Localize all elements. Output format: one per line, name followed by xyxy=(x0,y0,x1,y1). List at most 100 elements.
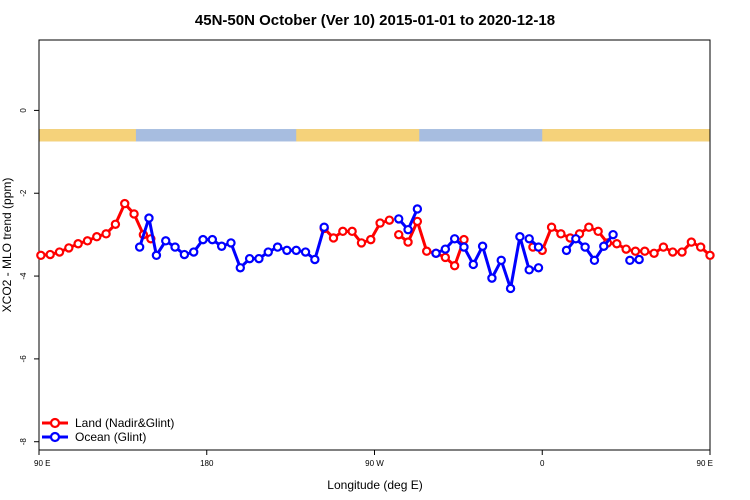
series-1-point-17 xyxy=(291,245,301,256)
series-0-point-43 xyxy=(658,242,669,252)
series-0-point-18 xyxy=(366,234,376,245)
y-tick-label-2: -4 xyxy=(19,272,28,280)
series-1-point-12 xyxy=(244,253,255,264)
series-1-point-34 xyxy=(524,265,534,275)
series-1 xyxy=(134,204,644,294)
series-1-point-25 xyxy=(440,244,451,254)
series-0-point-19 xyxy=(375,218,385,228)
series-0-point-22 xyxy=(403,237,413,247)
series-1-point-11 xyxy=(235,263,245,273)
series-1-point-36 xyxy=(524,234,534,244)
series-0-point-14 xyxy=(328,233,339,243)
series-1-point-45 xyxy=(634,254,644,265)
series-1-point-44 xyxy=(625,255,635,266)
series-1-point-22 xyxy=(403,224,413,235)
series-0-point-38 xyxy=(612,239,622,249)
series-1-point-29 xyxy=(477,241,488,251)
series-0-point-27 xyxy=(449,261,460,271)
series-1-point-15 xyxy=(272,242,283,252)
series-1-point-39 xyxy=(571,234,581,244)
series-1-point-1 xyxy=(144,213,154,223)
surface-band-land-1 xyxy=(296,129,420,142)
series-0-point-8 xyxy=(110,219,121,229)
x-axis-label: Longitude (deg E) xyxy=(327,478,422,492)
series-1-point-21 xyxy=(394,214,404,224)
series-1-point-37 xyxy=(533,242,544,252)
series-1-point-14 xyxy=(263,247,273,257)
series-1-point-4 xyxy=(170,242,180,252)
series-0-point-32 xyxy=(556,229,566,239)
x-tick-label-0: 90 E xyxy=(34,459,50,468)
series-1-point-27 xyxy=(459,242,469,252)
y-tick-label-4: -8 xyxy=(19,438,28,446)
series-0-point-42 xyxy=(649,248,659,258)
series-0-point-31 xyxy=(546,222,557,232)
series-1-point-0 xyxy=(134,242,145,252)
y-tick-label-1: -2 xyxy=(19,189,28,197)
y-tick-label-3: -6 xyxy=(19,355,28,363)
legend-marker-0 xyxy=(49,417,61,429)
series-1-point-43 xyxy=(608,229,618,240)
series-1-point-18 xyxy=(300,247,311,257)
series-0-point-28 xyxy=(459,234,469,245)
y-tick-label-0: 0 xyxy=(19,108,28,113)
series-0-point-41 xyxy=(640,246,650,256)
series-1-point-2 xyxy=(151,250,162,261)
series-1-point-23 xyxy=(412,204,423,214)
series-0-point-7 xyxy=(101,229,111,239)
series-0-point-46 xyxy=(686,237,697,247)
series-0-point-16 xyxy=(347,226,357,237)
series-0-point-40 xyxy=(630,246,641,256)
series-1-point-8 xyxy=(207,234,218,245)
surface-band-land-2 xyxy=(542,129,710,142)
series-0-point-9 xyxy=(120,198,130,209)
series-1-point-10 xyxy=(226,238,236,248)
series-1-point-26 xyxy=(449,234,460,244)
series-1-point-20 xyxy=(319,222,329,232)
x-tick-label-2: 90 W xyxy=(365,459,384,468)
series-1-point-38 xyxy=(561,245,572,256)
series-1-point-31 xyxy=(496,255,506,266)
series-1-point-16 xyxy=(282,245,292,256)
series-0-point-10 xyxy=(129,209,139,219)
series-0-point-24 xyxy=(421,246,432,256)
series-0-point-39 xyxy=(621,244,631,254)
series-0-point-6 xyxy=(92,232,102,242)
series-1-point-35 xyxy=(533,263,544,273)
series-0-point-5 xyxy=(82,236,93,246)
series-1-point-30 xyxy=(487,273,497,283)
series-0 xyxy=(36,198,715,271)
series-0-point-0 xyxy=(36,250,46,261)
series-1-point-33 xyxy=(515,232,525,242)
series-0-point-3 xyxy=(64,243,74,253)
series-0-point-2 xyxy=(54,247,65,257)
legend-label-1: Ocean (Glint) xyxy=(75,430,146,444)
series-1-point-6 xyxy=(189,247,199,257)
surface-band-land-0 xyxy=(39,129,136,142)
series-0-point-1 xyxy=(45,249,55,260)
series-1-point-32 xyxy=(505,283,516,294)
series-1-point-3 xyxy=(161,236,171,246)
series-0-point-21 xyxy=(394,229,404,240)
chart-title: 45N-50N October (Ver 10) 2015-01-01 to 2… xyxy=(195,12,555,29)
series-0-point-17 xyxy=(356,238,367,248)
x-tick-label-1: 180 xyxy=(200,459,214,468)
series-1-point-40 xyxy=(580,242,590,252)
legend-marker-1 xyxy=(49,431,61,443)
series-0-point-45 xyxy=(677,247,687,257)
series-1-point-24 xyxy=(431,248,441,258)
series-0-point-15 xyxy=(338,226,348,237)
x-tick-label-3: 0 xyxy=(540,459,545,468)
x-tick-label-4: 90 E xyxy=(697,459,713,468)
y-axis-label: XCO2 - MLO trend (ppm) xyxy=(0,178,14,313)
legend-label-0: Land (Nadir&Glint) xyxy=(75,416,174,430)
series-0-point-36 xyxy=(593,226,603,237)
series-1-point-41 xyxy=(589,255,600,266)
series-1-point-9 xyxy=(216,241,227,251)
series-1-point-13 xyxy=(254,253,264,264)
series-0-point-47 xyxy=(695,242,706,252)
series-0-point-44 xyxy=(668,247,678,257)
series-0-point-35 xyxy=(584,222,594,232)
series-0-point-48 xyxy=(705,250,715,261)
